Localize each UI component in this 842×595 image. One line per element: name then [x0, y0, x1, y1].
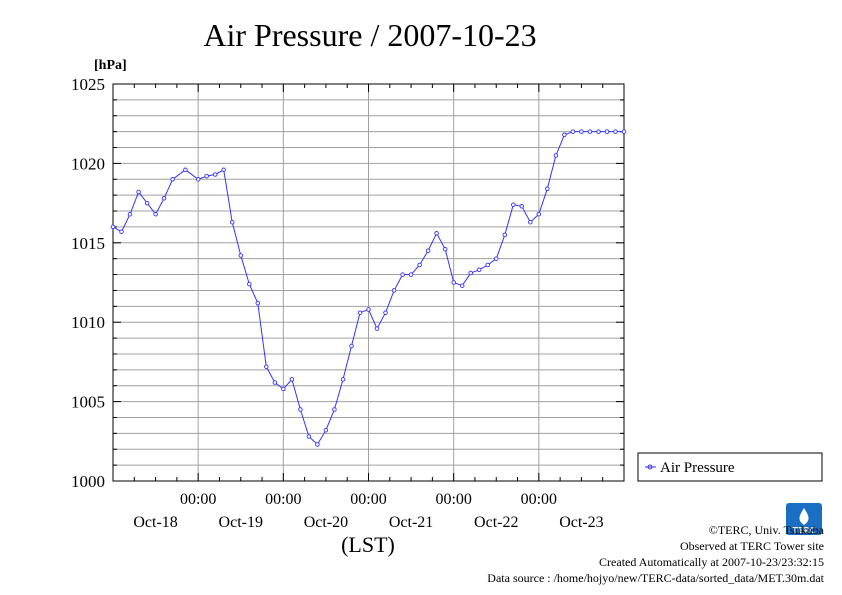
data-point [400, 272, 405, 277]
data-point [425, 248, 431, 253]
data-point [110, 224, 116, 230]
data-point [553, 153, 559, 158]
data-point [289, 377, 295, 382]
legend-box [637, 452, 823, 482]
x-day-label: Oct-21 [389, 514, 433, 531]
data-point [604, 129, 610, 134]
x-tick-label: 00:00 [435, 491, 471, 508]
y-tick-label: 1025 [71, 75, 105, 94]
data-point [613, 129, 618, 134]
footer-source: Data source : /home/hojyo/new/TERC-data/… [487, 571, 824, 585]
logo-text: TERC [793, 526, 816, 535]
data-point [332, 407, 337, 412]
data-point [485, 262, 490, 268]
data-point [434, 231, 439, 236]
y-axis-label: [hPa] [94, 58, 127, 73]
data-point [596, 129, 601, 134]
data-point [366, 307, 371, 312]
x-axis-label: (LST) [341, 532, 395, 557]
data-point [153, 211, 158, 217]
legend-label: Air Pressure [660, 460, 735, 476]
data-point [281, 386, 286, 392]
data-point [212, 172, 218, 177]
data-point [459, 283, 465, 288]
data-point [383, 310, 388, 315]
data-point [545, 186, 550, 192]
data-point [468, 270, 473, 276]
legend: Air Pressure [637, 452, 823, 482]
data-point [562, 132, 567, 138]
legend-marker [647, 464, 653, 470]
grid [113, 84, 624, 481]
data-point [161, 196, 167, 201]
data-point [357, 310, 363, 315]
x-day-label: Oct-23 [559, 514, 603, 531]
data-point [528, 219, 533, 225]
data-point [136, 189, 141, 195]
x-day-label: Oct-19 [219, 514, 263, 531]
data-point [391, 288, 397, 293]
data-point [494, 256, 499, 261]
footer: ©TERC, Univ. Tsukuba Observed at TERC To… [487, 522, 824, 586]
data-point [272, 380, 278, 385]
data-point [570, 129, 576, 134]
x-day-label: Oct-18 [133, 514, 177, 531]
x-tick-label: 00:00 [180, 491, 216, 508]
data-point [340, 377, 346, 382]
data-point [476, 267, 482, 273]
data-point [127, 211, 133, 217]
data-point [315, 442, 320, 447]
y-tick-label: 1010 [71, 313, 105, 332]
x-tick-label: 00:00 [521, 491, 557, 508]
y-tick-label: 1000 [71, 472, 105, 491]
y-ticks: 1000 1005 1010 1015 1020 1025 [71, 75, 624, 491]
data-point [621, 129, 627, 134]
data-point [349, 343, 354, 349]
data-point [587, 129, 593, 134]
y-tick-label: 1005 [71, 393, 105, 412]
data-point [536, 211, 542, 217]
chart-title: Air Pressure / 2007-10-23 [203, 17, 536, 53]
data-point [119, 229, 124, 234]
footer-site: Observed at TERC Tower site [679, 539, 824, 553]
data-point [579, 129, 584, 134]
data-point [417, 262, 422, 268]
logo-drop-icon [799, 508, 809, 525]
data-point [221, 167, 226, 173]
data-point [247, 281, 252, 287]
data-point [306, 434, 312, 439]
footer-copyright: ©TERC, Univ. Tsukuba [708, 523, 824, 537]
data-point [374, 326, 380, 331]
data-point [144, 200, 150, 206]
data-point [229, 219, 235, 225]
data-point [502, 232, 508, 238]
x-day-label: Oct-20 [304, 514, 348, 531]
data-point [323, 427, 329, 433]
data-point [442, 246, 448, 252]
data-point [511, 202, 516, 207]
x-tick-label: 00:00 [350, 491, 386, 508]
footer-created: Created Automatically at 2007-10-23/23:3… [599, 555, 824, 569]
data-point [451, 280, 456, 285]
series-layer [110, 129, 627, 447]
data-point [170, 177, 175, 182]
x-tick-label: 00:00 [265, 491, 301, 508]
data-point [298, 407, 303, 412]
y-tick-label: 1015 [71, 234, 105, 253]
data-point [255, 300, 261, 306]
data-point [195, 177, 201, 182]
data-point [408, 272, 414, 277]
data-point [204, 173, 209, 179]
y-tick-label: 1020 [71, 154, 105, 173]
data-point [183, 167, 188, 173]
data-point [264, 364, 269, 369]
x-day-label: Oct-22 [474, 514, 518, 531]
data-point [238, 253, 244, 258]
terc-logo: TERC [786, 503, 822, 535]
data-point [519, 204, 525, 209]
